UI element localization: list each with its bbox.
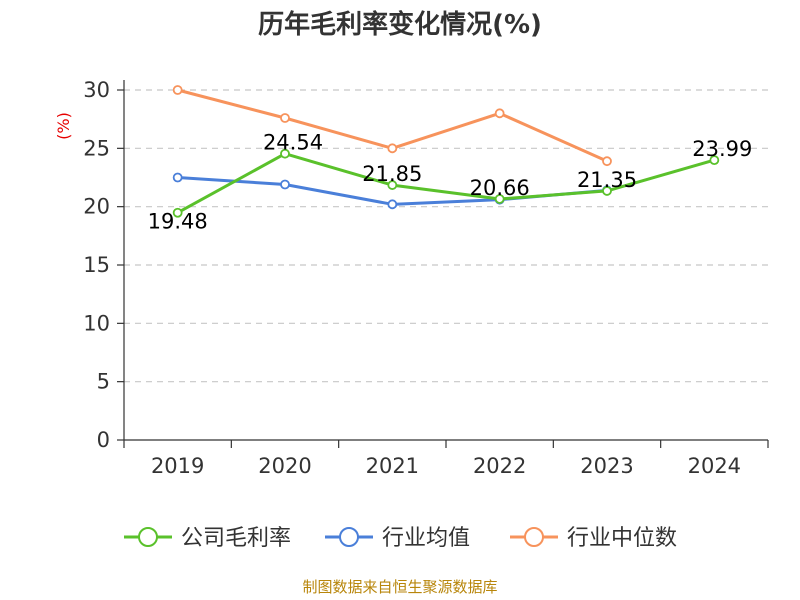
y-tick-label: 0 xyxy=(97,428,110,452)
grid-lines xyxy=(124,89,768,383)
legend-label: 行业均值 xyxy=(382,526,470,551)
legend-item: 行业均值 xyxy=(325,526,470,551)
y-tick-label: 5 xyxy=(97,370,110,394)
data-point xyxy=(172,85,183,95)
axes: 0 5 10 15 20 25 30 2019 2020 2021 2022 2023 2024 xyxy=(83,78,769,478)
legend-label: 行业中位数 xyxy=(567,526,677,551)
legend-marker xyxy=(339,527,359,547)
data-label: 23.99 xyxy=(692,137,752,161)
legend-marker xyxy=(524,527,544,547)
series-group xyxy=(172,85,720,218)
data-point xyxy=(387,199,398,210)
x-tick-label: 2022 xyxy=(473,454,526,478)
data-point xyxy=(602,156,612,167)
data-label: 24.54 xyxy=(263,131,323,155)
data-point xyxy=(280,179,290,190)
y-tick-label: 25 xyxy=(83,136,110,160)
data-point xyxy=(387,143,398,154)
legend-item: 行业中位数 xyxy=(510,526,677,551)
legend-marker xyxy=(138,527,158,547)
data-point xyxy=(602,186,612,196)
data-point xyxy=(280,148,290,159)
legend: 公司毛利率 行业均值 行业中位数 xyxy=(124,526,677,551)
chart-title: 历年毛利率变化情况(%) xyxy=(258,9,542,40)
x-tick-label: 2021 xyxy=(366,454,419,478)
legend-item: 公司毛利率 xyxy=(124,526,291,551)
y-axis-unit: (%) xyxy=(54,112,73,140)
data-point xyxy=(494,108,505,119)
data-point xyxy=(280,113,290,123)
data-label: 21.85 xyxy=(362,162,422,186)
legend-label: 公司毛利率 xyxy=(181,526,291,551)
data-point xyxy=(172,172,183,183)
data-label: 21.35 xyxy=(577,168,637,192)
x-tick-label: 2023 xyxy=(580,454,633,478)
y-tick-label: 15 xyxy=(83,253,110,277)
data-label: 20.66 xyxy=(470,176,530,200)
y-tick-label: 20 xyxy=(83,195,110,219)
data-point xyxy=(172,207,183,218)
y-tick-label: 10 xyxy=(83,311,110,335)
data-point xyxy=(709,155,720,166)
x-tick-label: 2020 xyxy=(258,454,311,478)
x-tick-label: 2019 xyxy=(151,454,204,478)
data-point xyxy=(494,194,505,204)
series-line-0 xyxy=(176,152,715,215)
data-label: 19.48 xyxy=(148,210,208,234)
data-labels: 19.48 24.54 21.85 20.66 21.35 23.99 xyxy=(148,131,753,234)
source-note: 制图数据来自恒生聚源数据库 xyxy=(302,578,497,596)
x-tick-label: 2024 xyxy=(688,454,741,478)
y-tick-label: 30 xyxy=(83,78,110,102)
data-point xyxy=(387,180,398,190)
